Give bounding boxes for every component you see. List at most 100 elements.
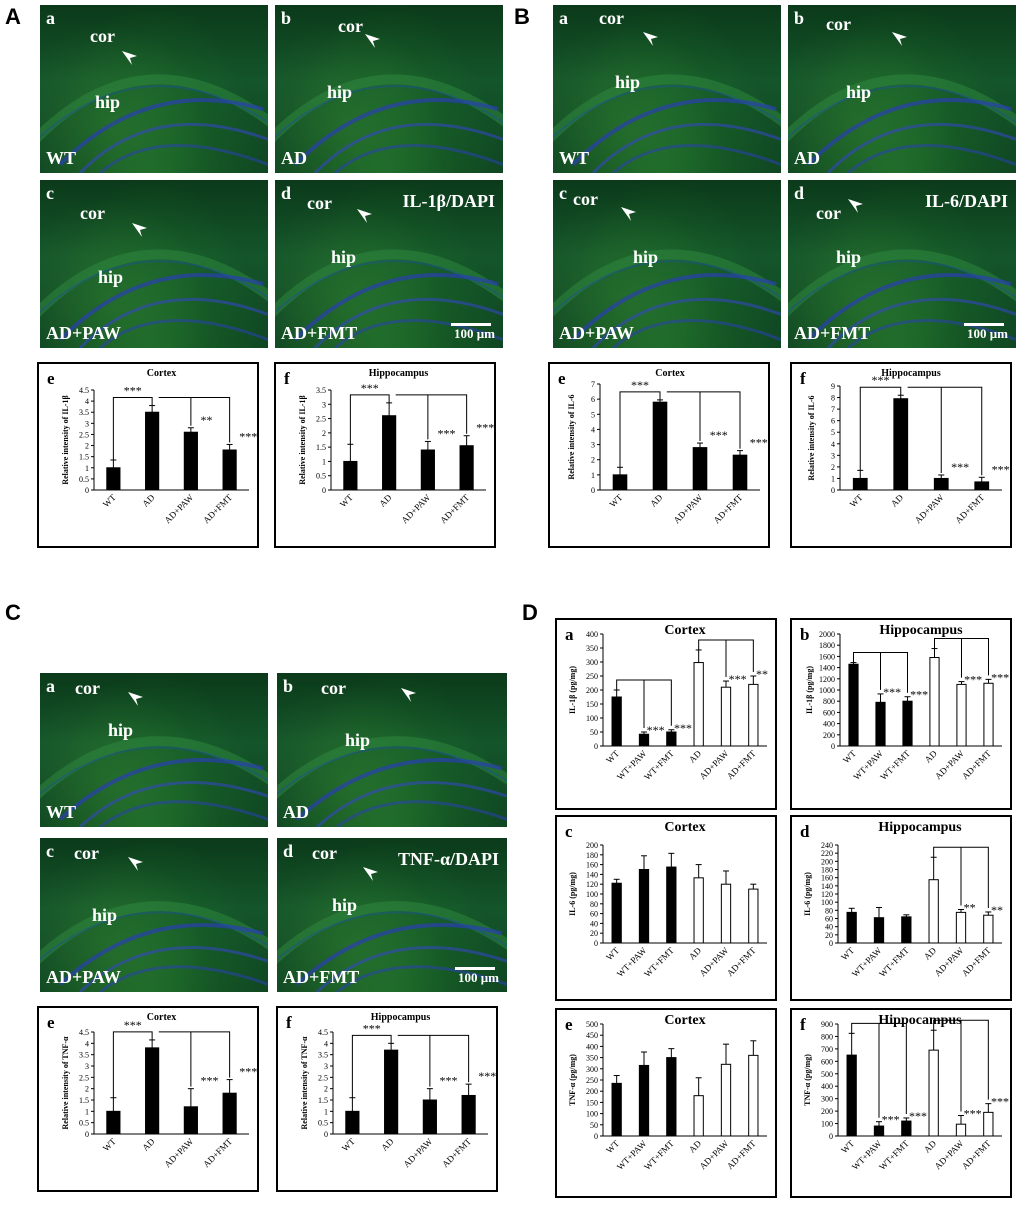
chart-svg: f Hippocampus 0 0.5 1 1.5 2 2.5 3 3.5 Relative int… [284,368,494,525]
y-tick-label: 450 [586,1031,598,1040]
bar [720,883,732,944]
micrograph-ad: b cor hip AD [788,5,1016,173]
y-axis-label: IL-1β (pg/mg) [568,666,577,714]
bar [720,686,732,747]
significance-label: *** [437,426,455,440]
bar [461,1094,476,1135]
y-tick-label: 6 [591,395,595,404]
micrograph-ad: b cor hip AD [275,5,503,173]
y-tick-label: 200 [586,841,598,850]
y-axis-label: IL-6 (pg/mg) [803,872,812,916]
group-label: AD+PAW [559,323,634,343]
chart-d-b: b Hippocampus 0 200 400 600 800 1000 1200 1400 160… [790,618,1012,810]
x-tick-label: WT+FMT [642,945,676,979]
y-tick-label: 150 [586,700,598,709]
bar [183,431,198,491]
micrograph-sublabel: c [46,183,54,203]
group-label: AD [281,148,307,168]
bar [929,657,940,747]
micrograph-wt: a cor hip WT [553,5,781,173]
scale-label: 100 μm [967,326,1008,341]
bar [846,911,857,944]
y-tick-label: 200 [586,686,598,695]
y-tick-label: 40 [825,923,833,932]
chart-svg: e Cortex 0 0.5 1 1.5 2 2.5 3 3.5 4 4.5 Relative inte… [47,1012,257,1169]
y-axis-label: Relative intensity of TNF-α [300,1036,309,1130]
comparison-bracket [853,652,908,693]
arrowhead-icon [892,32,907,46]
y-tick-label: 400 [823,720,835,729]
bar [901,1120,912,1137]
chart-title: Cortex [664,820,705,835]
chart-sublabel: f [800,369,806,388]
y-axis-label: TNF-α (pg/mg) [803,1054,812,1106]
y-tick-label: 0.5 [79,475,89,484]
tissue-section [277,736,507,827]
y-tick-label: 0 [594,1132,598,1141]
y-tick-label: 2 [591,456,595,465]
y-tick-label: 500 [586,1020,598,1029]
comparison-bracket [698,639,754,678]
y-tick-label: 1 [85,1107,89,1116]
cortex-label: cor [599,8,624,28]
x-tick-label: AD+PAW [399,492,432,525]
y-tick-label: 0 [594,742,598,751]
group-label: AD [283,802,309,822]
x-tick-label: AD+FMT [201,1136,234,1169]
y-tick-label: 1800 [819,641,835,650]
micrograph-ad_fmt: d cor hip AD+FMT IL-1β/DAPI 100 μm [275,180,503,348]
bar [666,1057,677,1137]
arrowhead-icon [621,207,636,221]
scale-bar [451,323,491,326]
x-tick-label: AD [922,945,939,962]
bar [748,1054,759,1137]
cortex-label: cor [826,14,851,34]
x-tick-label: WT [604,748,621,765]
arrowhead-icon [401,688,416,702]
micrograph-sublabel: a [559,8,568,28]
y-tick-label: 3.5 [79,1051,89,1060]
bar [983,1111,994,1137]
bar [928,1049,939,1137]
comparison-bracket [616,679,672,728]
group-label: AD+FMT [281,323,358,343]
cortex-label: cor [74,843,99,863]
bar [846,1054,857,1137]
y-tick-label: 120 [821,890,833,899]
cortex-label: cor [75,678,100,698]
y-tick-label: 9 [831,382,835,391]
y-tick-label: 140 [586,870,598,879]
y-tick-label: 2 [85,1085,89,1094]
y-tick-label: 0 [322,486,326,495]
arrowhead-icon [848,199,863,213]
chart-d-f: f Hippocampus 0 100 200 300 400 500 600 700 800 900… [790,1008,1012,1198]
y-tick-label: 0.5 [318,1119,328,1128]
bar [652,401,668,491]
bar [638,1064,650,1137]
bar [720,1063,732,1137]
x-tick-label: AD+PAW [162,492,195,525]
y-tick-label: 500 [821,1070,833,1079]
y-tick-label: 0.5 [79,1119,89,1128]
x-tick-label: AD+FMT [725,945,758,978]
chart-d-e: e Cortex 0 50 100 150 200 250 300 350 400 450 500 TNF… [555,1008,777,1198]
hippocampus-label: hip [332,895,358,915]
y-tick-label: 0 [831,486,835,495]
comparison-bracket [397,1034,470,1087]
chart-sublabel: f [800,1015,806,1034]
chart-b-f: f Hippocampus 0 1 2 3 4 5 6 7 8 9 Relative intensity… [790,362,1012,548]
arrowhead-icon [128,857,143,871]
arrowhead-icon [357,209,372,223]
bar [852,477,868,491]
bar [345,1110,360,1135]
significance-label: *** [964,1106,982,1120]
y-axis-label: IL-6 (pg/mg) [568,872,577,916]
y-tick-label: 1.5 [316,443,326,452]
group-label: AD [794,148,820,168]
bar [748,888,759,944]
x-tick-label: AD+FMT [960,945,993,978]
chart-sublabel: e [47,1013,55,1032]
y-tick-label: 0 [85,486,89,495]
y-tick-label: 1 [591,471,595,480]
panel-letter-d: D [522,600,538,625]
